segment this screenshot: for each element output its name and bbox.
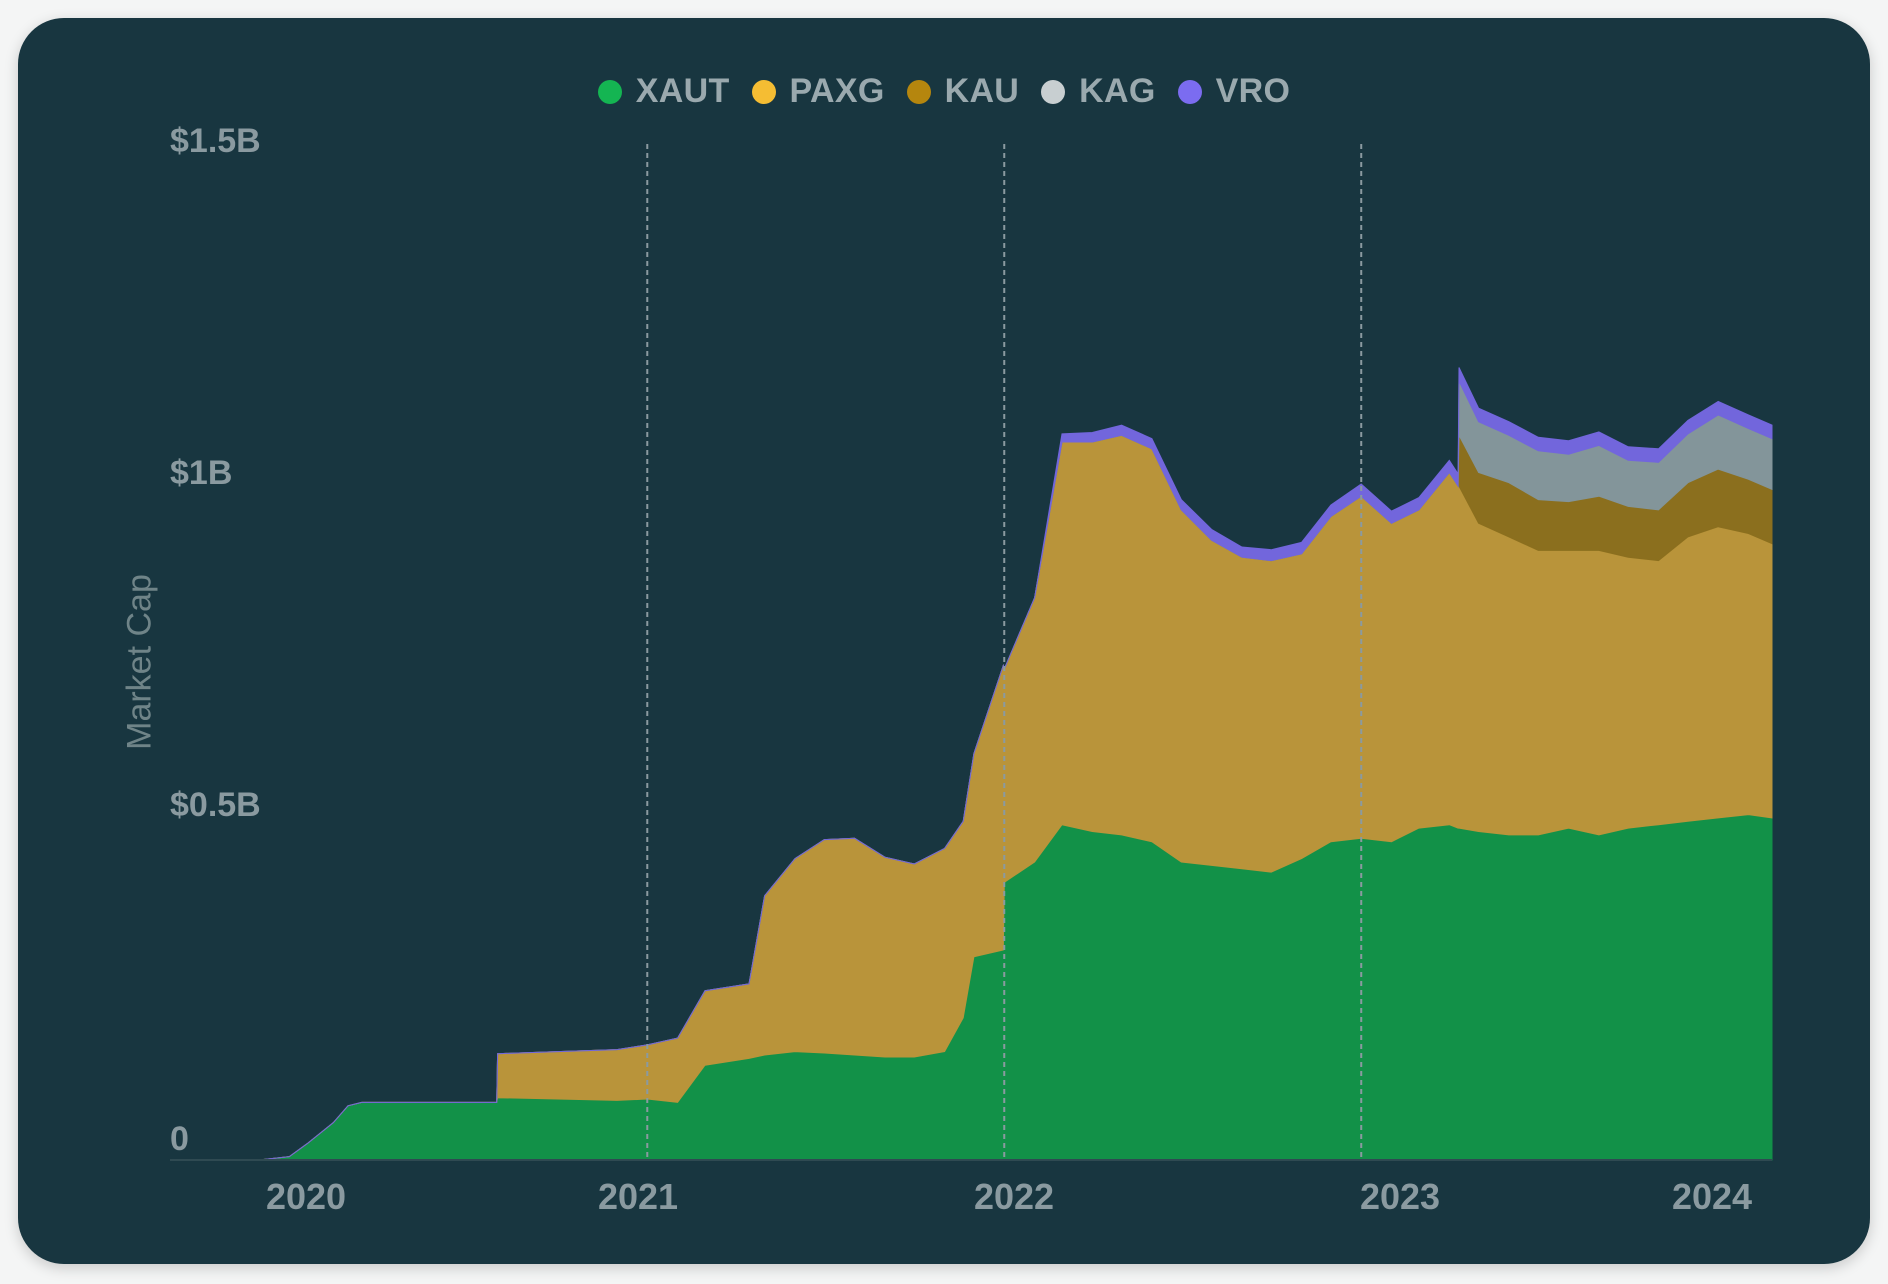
legend-swatch-xaut xyxy=(597,79,622,104)
y-tick-label: $0.5B xyxy=(170,786,261,824)
legend-label-vro: VRO xyxy=(1215,72,1291,110)
legend-item-paxg[interactable]: PAXG xyxy=(751,72,885,111)
area-series-vro[interactable] xyxy=(170,367,1773,1161)
legend-label-xaut: XAUT xyxy=(635,72,730,110)
legend-label-kag: KAG xyxy=(1079,72,1156,110)
y-tick-label: 0 xyxy=(170,1120,189,1158)
legend-item-kau[interactable]: KAU xyxy=(906,72,1020,111)
legend-swatch-kag xyxy=(1041,79,1066,104)
legend-label-paxg: PAXG xyxy=(789,72,885,110)
x-tick-label: 2024 xyxy=(1671,1176,1753,1217)
legend-swatch-vro xyxy=(1177,79,1202,104)
legend-label-kau: KAU xyxy=(944,72,1020,110)
chart-legend: XAUT PAXG KAU KAG VRO xyxy=(0,72,1888,111)
x-tick-label: 2021 xyxy=(597,1176,679,1217)
legend-item-vro[interactable]: VRO xyxy=(1177,72,1291,111)
y-tick-label: $1.5B xyxy=(170,122,261,160)
x-tick-label: 2020 xyxy=(265,1176,347,1217)
legend-item-xaut[interactable]: XAUT xyxy=(597,72,730,111)
legend-swatch-paxg xyxy=(751,79,776,104)
x-tick-label: 2022 xyxy=(973,1176,1055,1217)
legend-swatch-kau xyxy=(906,79,931,104)
y-tick-label: $1B xyxy=(170,454,233,492)
legend-item-kag[interactable]: KAG xyxy=(1041,72,1155,111)
x-tick-label: 2023 xyxy=(1359,1176,1441,1217)
